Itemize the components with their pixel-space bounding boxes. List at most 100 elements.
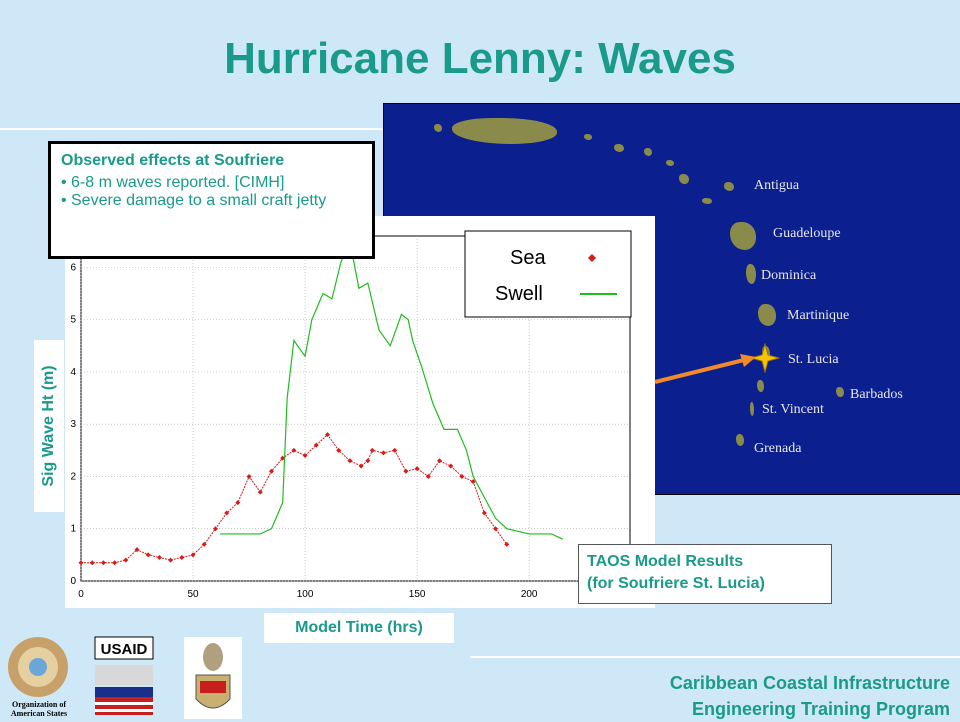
barbados-island — [836, 387, 844, 397]
dominica-island — [746, 264, 756, 284]
sea-point — [257, 489, 263, 495]
antigua-island — [724, 182, 734, 191]
y-tick-label: 1 — [70, 524, 76, 535]
sea-point — [369, 447, 375, 453]
martinique-island — [758, 304, 776, 326]
sea-point — [448, 463, 454, 469]
sea-point — [336, 447, 342, 453]
grenadines-island — [750, 402, 754, 416]
coat-of-arms-logo — [184, 637, 242, 719]
sea-point — [392, 447, 398, 453]
top-rule — [0, 128, 383, 130]
sea-point — [224, 510, 230, 516]
sea-point — [425, 473, 431, 479]
sea-point — [365, 458, 371, 464]
x-tick-label: 50 — [187, 589, 199, 600]
sea-point — [246, 473, 252, 479]
observed-bullet-text: Severe damage to a small craft jetty — [71, 192, 327, 209]
usaid-logo: USAID — [94, 636, 154, 715]
sea-point — [437, 458, 443, 464]
taos-results-box: TAOS Model Results (for Soufriere St. Lu… — [578, 544, 832, 604]
y-tick-label: 6 — [70, 262, 76, 273]
footer-program-name: Caribbean Coastal Infrastructure Enginee… — [670, 670, 950, 722]
map-label-st-vincent: St. Vincent — [762, 402, 824, 417]
sea-point — [470, 479, 476, 485]
island — [666, 160, 674, 166]
legend-label-swell: Swell — [495, 283, 543, 305]
y-tick-label: 4 — [70, 367, 76, 378]
oas-logo: Organization of American States — [8, 637, 68, 717]
island — [614, 144, 624, 152]
legend-label-sea: Sea — [510, 247, 546, 269]
map-label-grenada: Grenada — [754, 441, 802, 456]
sea-point — [212, 526, 218, 532]
sea-point — [414, 466, 420, 472]
oas-logo-text-1: Organization of — [12, 700, 66, 709]
sea-point — [235, 500, 241, 506]
pointer-arrow — [654, 354, 756, 384]
bottom-rule — [470, 656, 960, 658]
island — [644, 148, 652, 156]
sea-point — [504, 541, 510, 547]
map-label-barbados: Barbados — [850, 387, 903, 402]
grenada-island — [736, 434, 744, 446]
footer-line-1: Caribbean Coastal Infrastructure — [669, 673, 950, 693]
legend-marker-sea — [588, 254, 596, 262]
chart-legend — [464, 230, 632, 318]
taos-line-1: TAOS Model Results — [587, 553, 744, 570]
sea-point — [493, 526, 499, 532]
oas-logo-text-2: American States — [11, 709, 67, 717]
x-tick-label: 200 — [521, 589, 538, 600]
x-tick-label: 0 — [78, 589, 84, 600]
observed-bullet-text: 6-8 m waves reported. [CIMH] — [71, 174, 285, 191]
sea-point — [459, 473, 465, 479]
sea-point — [89, 560, 95, 566]
sea-point — [145, 552, 151, 558]
slide-title: Hurricane Lenny: Waves — [224, 34, 736, 83]
y-tick-label: 5 — [70, 315, 76, 326]
sea-point — [268, 468, 274, 474]
map-label-martinique: Martinique — [787, 308, 850, 323]
observed-effects-box: Observed effects at Soufriere • 6-8 m wav… — [48, 141, 375, 259]
taos-line-2: (for Soufriere St. Lucia) — [587, 575, 765, 592]
map-label-guadeloupe: Guadeloupe — [773, 226, 841, 241]
x-tick-label: 150 — [409, 589, 426, 600]
island — [702, 198, 712, 204]
observed-bullet: • 6-8 m waves reported. [CIMH] — [61, 174, 285, 191]
sea-point — [358, 463, 364, 469]
x-tick-label: 100 — [297, 589, 314, 600]
y-axis-label: Sig Wave Ht (m) — [40, 365, 57, 487]
guadeloupe-island — [730, 222, 756, 250]
sea-point — [112, 560, 118, 566]
wave-height-chart: 0 50 100 150 200 0 1 2 3 4 5 6 Sea Swell — [70, 230, 632, 600]
wave-chart-panel: 0 50 100 150 200 0 1 2 3 4 5 6 Sea Swell — [65, 216, 655, 608]
sea-point — [168, 557, 174, 563]
map-label-antigua: Antigua — [754, 178, 800, 193]
sea-point — [78, 560, 84, 566]
sea-point — [313, 442, 319, 448]
sea-point — [302, 453, 308, 459]
sea-point — [280, 455, 286, 461]
sea-point — [291, 447, 297, 453]
observed-heading: Observed effects at Soufriere — [61, 152, 285, 169]
sea-point — [134, 547, 140, 553]
island — [584, 134, 592, 140]
island — [434, 124, 442, 132]
swell-series-line — [219, 239, 564, 540]
y-tick-label: 0 — [70, 576, 76, 587]
observed-bullet: • Severe damage to a small craft jetty — [61, 192, 327, 209]
sea-point — [201, 541, 207, 547]
sea-point — [403, 468, 409, 474]
footer-line-2: Engineering Training Program — [691, 699, 950, 719]
sea-point — [481, 510, 487, 516]
sea-point — [100, 560, 106, 566]
sea-point — [123, 557, 129, 563]
sea-point — [347, 458, 353, 464]
map-label-st-lucia: St. Lucia — [788, 352, 839, 367]
sea-point — [156, 554, 162, 560]
x-axis-label: Model Time (hrs) — [264, 613, 454, 643]
sea-series-line — [81, 433, 508, 564]
usaid-logo-text: USAID — [101, 641, 148, 658]
map-label-dominica: Dominica — [761, 268, 817, 283]
y-tick-label: 2 — [70, 471, 76, 482]
